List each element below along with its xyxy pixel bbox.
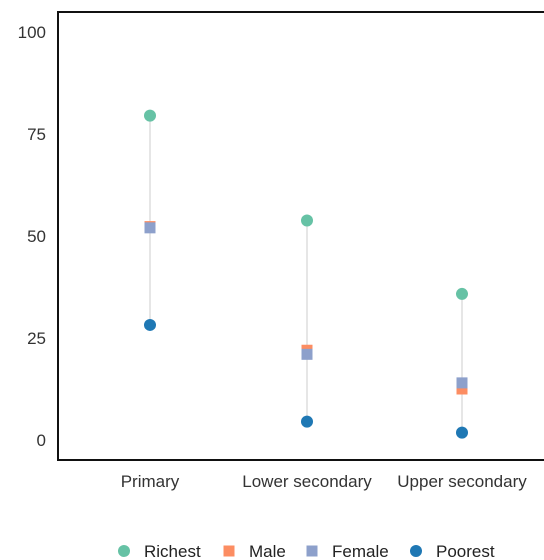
poorest-point <box>301 415 313 428</box>
richest-point <box>301 214 313 227</box>
poorest-point <box>144 318 156 331</box>
legend-poorest-label: Poorest <box>436 542 495 560</box>
legend-poorest-marker <box>410 545 422 557</box>
richest-point <box>456 287 468 300</box>
female-point <box>301 348 313 360</box>
female-point <box>144 222 156 234</box>
x-tick-label: Upper secondary <box>397 472 527 491</box>
y-tick-label: 50 <box>27 227 46 246</box>
legend-richest-label: Richest <box>144 542 201 560</box>
y-tick-label: 0 <box>37 431 46 450</box>
legend-male-marker <box>223 545 235 557</box>
poorest-point <box>456 426 468 439</box>
y-tick-label: 100 <box>18 23 46 42</box>
y-axis-ticks: 0 25 50 75 100 <box>18 23 46 450</box>
legend-richest-marker <box>118 545 130 557</box>
x-tick-label: Lower secondary <box>242 472 372 491</box>
x-axis-ticks: Primary Lower secondary Upper secondary <box>121 472 528 491</box>
data-markers <box>144 109 468 439</box>
legend-male-label: Male <box>249 542 286 560</box>
female-point <box>456 377 468 389</box>
legend-female-marker <box>306 545 318 557</box>
x-tick-label: Primary <box>121 472 180 491</box>
legend-female-label: Female <box>332 542 389 560</box>
legend: Richest Male Female Poorest <box>118 542 495 560</box>
y-tick-label: 75 <box>27 125 46 144</box>
y-tick-label: 25 <box>27 329 46 348</box>
male-point <box>456 383 468 395</box>
plot-frame <box>57 11 544 461</box>
richest-point <box>144 109 156 122</box>
range-lines <box>149 115 463 433</box>
